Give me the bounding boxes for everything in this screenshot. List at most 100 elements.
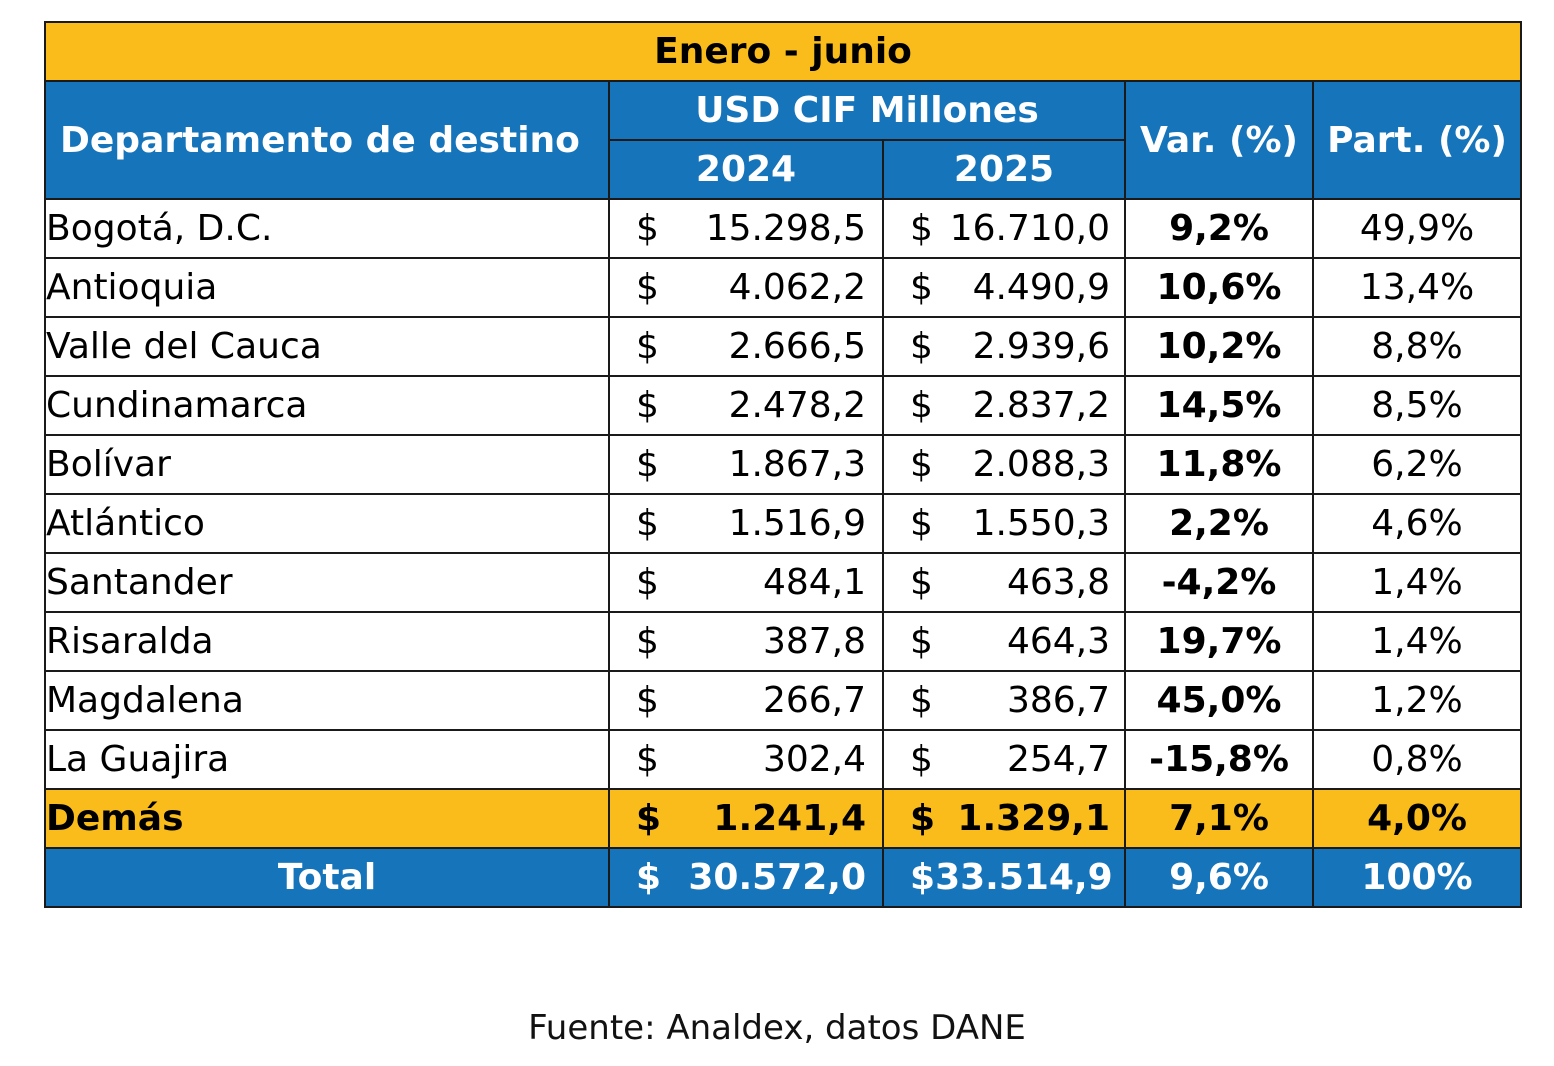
total-label: Total [44,847,610,908]
amount: 4.490,9 [972,267,1110,308]
value-2024: $2.478,2 [608,375,884,436]
period-title: Enero - junio [43,21,1523,82]
value-2024: $4.062,2 [608,257,884,318]
department-name: Bogotá, D.C. [44,198,610,259]
table-row: Antioquia $4.062,2 $4.490,9 10,6% 13,4% [44,257,1523,318]
var-value: 10,6% [1124,257,1314,318]
others-part: 4,0% [1311,788,1523,849]
source-note: Fuente: Analdex, datos DANE [528,1008,1026,1048]
others-row: Demás $1.241,4 $1.329,1 7,1% 4,0% [44,788,1523,849]
amount: 2.939,6 [972,326,1110,367]
value-2024: $1.516,9 [608,493,884,554]
part-value: 0,8% [1311,729,1523,790]
amount: 1.329,1 [957,798,1110,839]
currency-symbol: $ [910,739,933,780]
amount: 30.572,0 [688,857,866,898]
currency-symbol: $ [636,267,659,308]
amount: 1.867,3 [728,444,866,485]
value-2024: $387,8 [608,611,884,672]
currency-symbol: $ [636,562,659,603]
value-2024: $1.867,3 [608,434,884,495]
department-name: Risaralda [44,611,610,672]
amount: 33.514,9 [935,857,1113,898]
export-table: Enero - junio Departamento de destino US… [43,21,1523,908]
var-value: 10,2% [1124,316,1314,377]
header-usd-group: USD CIF Millones [608,80,1126,141]
amount: 302,4 [762,739,866,780]
department-name: Valle del Cauca [44,316,610,377]
var-value: 45,0% [1124,670,1314,731]
part-value: 4,6% [1311,493,1523,554]
total-var: 9,6% [1124,847,1314,908]
var-value: 9,2% [1124,198,1314,259]
currency-symbol: $ [910,621,933,662]
value-2025: $1.550,3 [882,493,1126,554]
amount: 1.516,9 [728,503,866,544]
part-value: 13,4% [1311,257,1523,318]
part-value: 1,2% [1311,670,1523,731]
var-value: 11,8% [1124,434,1314,495]
var-value: -15,8% [1124,729,1314,790]
currency-symbol: $ [636,503,659,544]
currency-symbol: $ [636,621,659,662]
value-2025: $2.939,6 [882,316,1126,377]
currency-symbol: $ [636,680,659,721]
table-row: Valle del Cauca $2.666,5 $2.939,6 10,2% … [44,316,1523,377]
header-year-2024: 2024 [608,139,884,200]
currency-symbol: $ [910,444,933,485]
amount: 16.710,0 [949,208,1110,249]
value-2025: $16.710,0 [882,198,1126,259]
value-2025: $4.490,9 [882,257,1126,318]
currency-symbol: $ [910,208,933,249]
amount: 2.478,2 [728,385,866,426]
currency-symbol: $ [636,385,659,426]
value-2025: $2.837,2 [882,375,1126,436]
var-value: -4,2% [1124,552,1314,613]
amount: 387,8 [762,621,866,662]
table-row: Bolívar $1.867,3 $2.088,3 11,8% 6,2% [44,434,1523,495]
part-value: 1,4% [1311,611,1523,672]
currency-symbol: $ [636,326,659,367]
others-name: Demás [44,788,610,849]
header-year-2025: 2025 [882,139,1126,200]
value-2024: $15.298,5 [608,198,884,259]
value-2025: $463,8 [882,552,1126,613]
others-value-2025: $1.329,1 [882,788,1126,849]
var-value: 2,2% [1124,493,1314,554]
amount: 4.062,2 [728,267,866,308]
department-name: Santander [44,552,610,613]
total-value-2025: $33.514,9 [882,847,1126,908]
amount: 2.837,2 [972,385,1110,426]
amount: 254,7 [1006,739,1110,780]
currency-symbol: $ [636,798,662,839]
part-value: 8,5% [1311,375,1523,436]
currency-symbol: $ [636,444,659,485]
table-row: La Guajira $302,4 $254,7 -15,8% 0,8% [44,729,1523,790]
currency-symbol: $ [636,739,659,780]
currency-symbol: $ [910,562,933,603]
currency-symbol: $ [636,208,659,249]
value-2024: $484,1 [608,552,884,613]
currency-symbol: $ [910,267,933,308]
amount: 2.088,3 [972,444,1110,485]
value-2025: $254,7 [882,729,1126,790]
department-name: Cundinamarca [44,375,610,436]
value-2024: $302,4 [608,729,884,790]
department-name: Bolívar [44,434,610,495]
table-row: Risaralda $387,8 $464,3 19,7% 1,4% [44,611,1523,672]
part-value: 1,4% [1311,552,1523,613]
value-2024: $2.666,5 [608,316,884,377]
department-name: Magdalena [44,670,610,731]
others-value-2024: $1.241,4 [608,788,884,849]
currency-symbol: $ [910,857,936,898]
total-row: Total $30.572,0 $33.514,9 9,6% 100% [44,847,1523,908]
table-row: Magdalena $266,7 $386,7 45,0% 1,2% [44,670,1523,731]
department-name: La Guajira [44,729,610,790]
value-2024: $266,7 [608,670,884,731]
amount: 464,3 [1006,621,1110,662]
currency-symbol: $ [910,503,933,544]
header-var: Var. (%) [1124,80,1314,200]
others-var: 7,1% [1124,788,1314,849]
part-value: 8,8% [1311,316,1523,377]
total-part: 100% [1311,847,1523,908]
